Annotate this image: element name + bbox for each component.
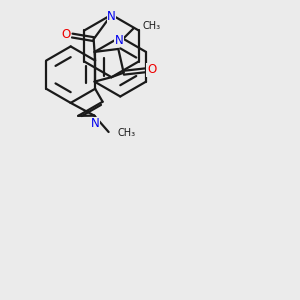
Text: N: N bbox=[107, 10, 116, 23]
Text: CH₃: CH₃ bbox=[142, 21, 160, 32]
Text: O: O bbox=[147, 63, 156, 76]
Text: N: N bbox=[91, 118, 99, 130]
Text: O: O bbox=[61, 28, 70, 41]
Text: N: N bbox=[115, 34, 123, 46]
Text: CH₃: CH₃ bbox=[118, 128, 136, 139]
